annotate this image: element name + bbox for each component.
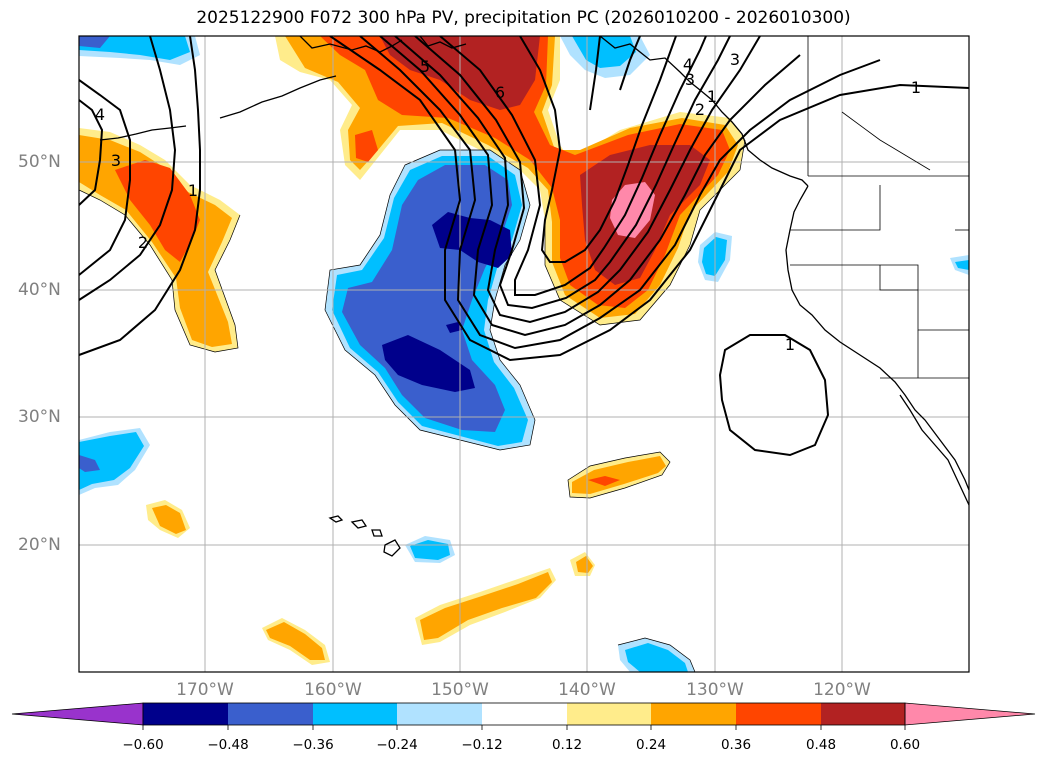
colorbar-tick-label: −0.60	[122, 737, 164, 753]
map-frame	[78, 35, 970, 673]
contour-label: 1	[707, 87, 717, 106]
colorbar-tick-label: −0.36	[292, 737, 334, 753]
colorbar-tick-label: 0.48	[805, 737, 837, 753]
contour-label: 2	[138, 233, 148, 252]
colorbar-tick-label: −0.12	[461, 737, 503, 753]
colorbar	[11, 702, 1036, 730]
colorbar-tick-label: −0.24	[376, 737, 418, 753]
contour-label: 1	[188, 181, 198, 200]
colorbar-swatch	[228, 703, 313, 725]
borders	[790, 36, 969, 379]
colorbar-swatch	[821, 703, 905, 725]
colorbar-tick-label: 0.12	[551, 737, 583, 753]
contour-label: 4	[95, 105, 105, 124]
contour-label: 6	[495, 83, 505, 102]
lat-label: 50°N	[18, 152, 61, 172]
lon-label: 150°W	[431, 680, 489, 700]
colorbar-tick-label: 0.36	[720, 737, 752, 753]
colorbar-tick-label: 0.24	[635, 737, 667, 753]
contour-label: 3	[111, 151, 121, 170]
lat-label: 40°N	[18, 280, 61, 300]
map-plot-area	[79, 36, 969, 672]
colorbar-tick-label: −0.48	[207, 737, 249, 753]
contour-label-group: 1 2 3 4 3 1 1 2 3 4 6 5 1	[95, 50, 921, 354]
contour-label: 5	[420, 57, 430, 76]
colorbar-swatch	[143, 703, 228, 725]
coastlines	[99, 36, 969, 557]
contour-label: 1	[911, 78, 921, 97]
pv-contours	[79, 36, 969, 457]
lon-label: 140°W	[558, 680, 616, 700]
colorbar-max-extension	[904, 702, 1036, 726]
colorbar-swatch	[482, 703, 567, 725]
lon-label: 120°W	[813, 680, 871, 700]
lon-label: 130°W	[686, 680, 744, 700]
map-title: 2025122900 F072 300 hPa PV, precipitatio…	[196, 8, 851, 28]
contour-label: 4	[683, 55, 693, 74]
colorbar-swatch	[651, 703, 736, 725]
lon-label: 170°W	[176, 680, 234, 700]
contour-label: 1	[785, 335, 795, 354]
lat-label: 20°N	[18, 535, 61, 555]
colorbar-swatch	[397, 703, 482, 725]
contour-label: 2	[695, 100, 705, 119]
lon-label: 160°W	[304, 680, 362, 700]
lat-label: 30°N	[18, 407, 61, 427]
negative-precip-anomalies	[79, 36, 969, 672]
colorbar-swatch	[736, 703, 821, 725]
contour-label: 3	[685, 70, 695, 89]
contour-label: 3	[730, 50, 740, 69]
colorbar-min-extension	[11, 702, 144, 726]
colorbar-swatch	[313, 703, 397, 725]
colorbar-tick-label: 0.60	[889, 737, 921, 753]
colorbar-swatch	[567, 703, 651, 725]
